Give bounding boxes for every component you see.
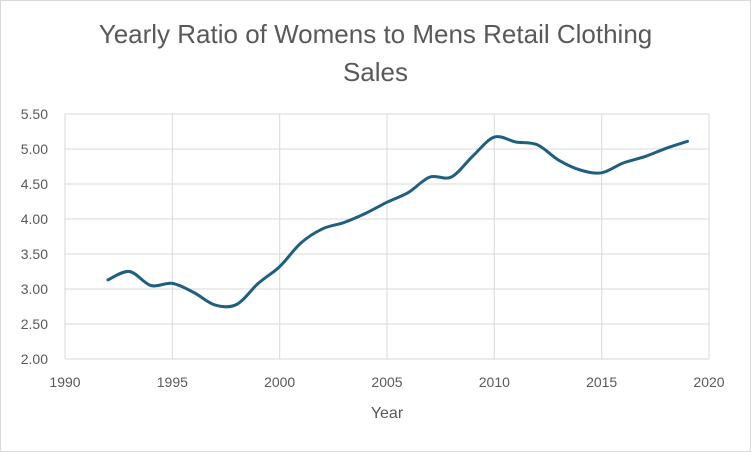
- x-tick-label: 2010: [479, 374, 510, 390]
- x-tick-label: 2005: [371, 374, 402, 390]
- y-tick-label: 5.50: [21, 106, 48, 122]
- x-tick-label: 1990: [49, 374, 80, 390]
- chart-title-line-1: Yearly Ratio of Womens to Mens Retail Cl…: [98, 19, 653, 49]
- y-tick-label: 4.00: [21, 211, 48, 227]
- gridlines: [64, 113, 710, 360]
- y-axis-ticks: 2.00 2.50 3.00 3.50 4.00 4.50 5.00 5.50: [21, 106, 48, 367]
- x-tick-label: 1995: [157, 374, 188, 390]
- x-tick-label: 2020: [693, 374, 724, 390]
- y-tick-label: 5.00: [21, 141, 48, 157]
- y-tick-label: 3.00: [21, 281, 48, 297]
- x-axis-label: Year: [371, 405, 404, 422]
- x-axis-ticks: 1990 1995 2000 2005 2010 2015 2020: [49, 374, 724, 390]
- x-tick-label: 2015: [586, 374, 617, 390]
- y-tick-label: 3.50: [21, 246, 48, 262]
- y-tick-label: 4.50: [21, 176, 48, 192]
- y-tick-label: 2.50: [21, 316, 48, 332]
- y-tick-label: 2.00: [21, 351, 48, 367]
- series-line: [106, 135, 690, 309]
- series-group: [106, 135, 690, 309]
- x-tick-label: 2000: [264, 374, 295, 390]
- chart-title-line-2: Sales: [342, 57, 409, 87]
